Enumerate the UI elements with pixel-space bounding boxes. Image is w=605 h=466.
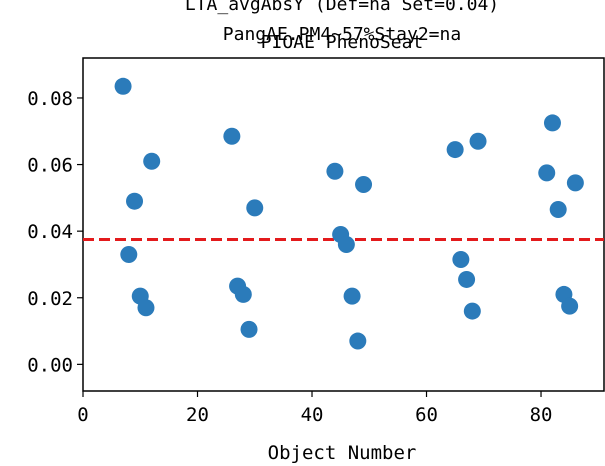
chart-title-line-3: PIOAE PhenoSeat [261,32,424,53]
data-point [543,114,561,132]
chart-title-line-1: LTA_avgAbsY (Def=na Set=0.04) [185,0,499,15]
data-point [355,176,373,194]
x-tick-label: 80 [530,404,553,426]
data-point [538,164,556,182]
data-point [561,297,579,315]
plot-area [82,57,605,392]
y-tick-label: 0.04 [27,221,73,243]
data-point [337,235,355,253]
y-tick-label: 0.08 [27,88,73,110]
data-point [240,320,258,338]
data-point [469,132,487,150]
y-axis: 0.00 0.02 0.04 0.06 0.08 [27,88,83,376]
data-point [458,270,476,288]
y-tick-label: 0.02 [27,288,73,310]
data-point [549,201,567,219]
data-point [137,299,155,317]
x-tick-label: 40 [301,404,324,426]
data-point [234,285,252,303]
y-tick-label: 0.06 [27,155,73,177]
x-tick-label: 0 [77,404,88,426]
data-point [143,152,161,170]
data-point [246,199,264,217]
data-point [463,302,481,320]
data-point [452,250,470,268]
data-point [343,287,361,305]
data-point [223,127,241,145]
data-point [566,174,584,192]
data-point [446,141,464,159]
data-points [114,77,584,350]
data-point [126,192,144,210]
chart-title-line-2: PangAE.PM4~57%Stay2=na [223,24,461,45]
x-axis-label: Object Number [268,442,417,464]
x-tick-label: 60 [415,404,438,426]
data-point [326,162,344,180]
data-point [120,245,138,263]
y-tick-label: 0.00 [27,354,73,376]
x-axis: 0 20 40 60 80 [77,391,552,426]
chart-title: LTA_avgAbsY (Def=na Set=0.04) PangAE.PM4… [185,0,499,53]
data-point [114,77,132,95]
x-tick-label: 20 [186,404,209,426]
data-point [349,332,367,350]
